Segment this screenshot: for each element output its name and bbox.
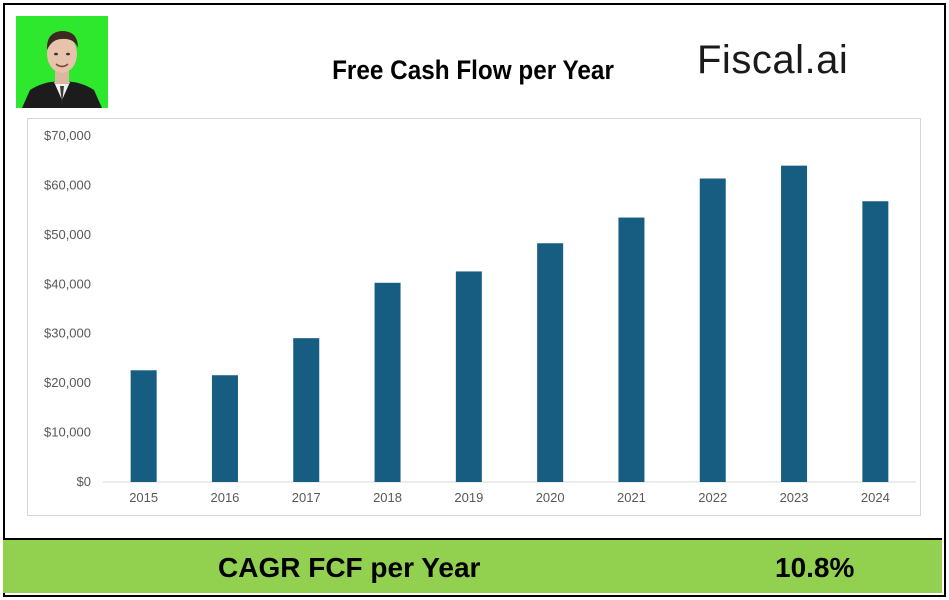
cagr-label: CAGR FCF per Year: [218, 552, 481, 583]
bar: [618, 217, 645, 483]
avatar: [16, 16, 108, 108]
x-tick-label: 2022: [698, 490, 727, 505]
x-tick-label: 2023: [780, 490, 809, 505]
bar-chart: $0 $10,000 $20,000 $30,000 $40,000 $50,000 $60…: [44, 128, 916, 505]
y-tick-label: $30,000: [44, 326, 91, 341]
y-tick-label: $0: [77, 474, 91, 489]
bar: [374, 282, 401, 482]
y-tick-label: $50,000: [44, 227, 91, 242]
y-tick-label: $20,000: [44, 375, 91, 390]
y-tick-label: $70,000: [44, 128, 91, 143]
bar: [455, 271, 482, 482]
portrait-photo-icon: [22, 31, 102, 108]
x-tick-label: 2015: [129, 490, 158, 505]
chart-area: $0 $10,000 $20,000 $30,000 $40,000 $50,000 $60…: [27, 118, 921, 516]
brand-logo: Fiscal.ai: [697, 38, 849, 82]
x-tick-label: 2016: [210, 490, 239, 505]
x-tick-label: 2019: [454, 490, 483, 505]
cagr-banner: CAGR FCF per Year 10.8%: [3, 538, 942, 593]
cagr-value: 10.8%: [775, 552, 855, 583]
x-tick-label: 2017: [292, 490, 321, 505]
chart-title: Free Cash Flow per Year: [332, 55, 614, 85]
bar: [293, 338, 320, 482]
y-tick-label: $10,000: [44, 425, 91, 440]
y-tick-label: $40,000: [44, 276, 91, 291]
bar: [781, 165, 808, 482]
bar: [130, 370, 157, 482]
y-tick-label: $60,000: [44, 177, 91, 192]
x-tick-label: 2021: [617, 490, 646, 505]
x-tick-label: 2018: [373, 490, 402, 505]
bar: [699, 178, 726, 482]
bar: [862, 201, 889, 482]
x-tick-label: 2020: [536, 490, 565, 505]
bar: [211, 375, 238, 482]
bar: [537, 243, 564, 482]
x-tick-label: 2024: [861, 490, 890, 505]
